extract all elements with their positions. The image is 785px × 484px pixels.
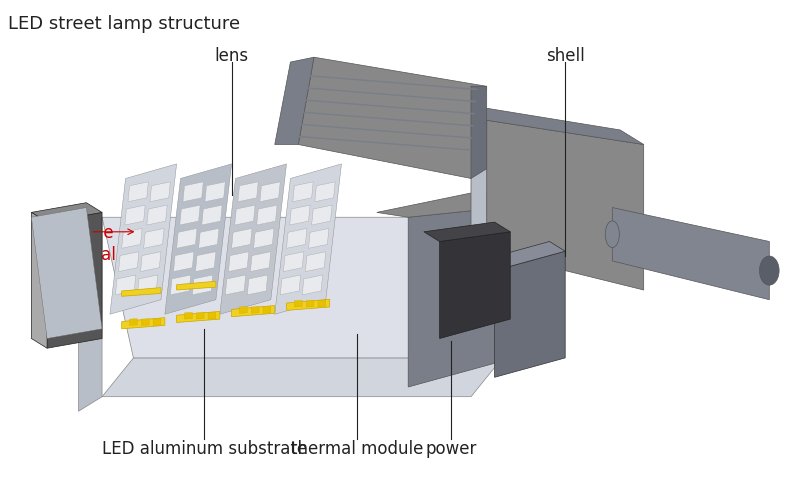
Polygon shape: [293, 182, 313, 202]
Polygon shape: [287, 300, 330, 311]
Polygon shape: [312, 206, 332, 226]
Polygon shape: [424, 223, 510, 242]
Polygon shape: [173, 252, 194, 272]
Polygon shape: [228, 252, 249, 272]
Polygon shape: [153, 319, 161, 326]
Polygon shape: [232, 306, 275, 317]
Polygon shape: [205, 182, 225, 202]
Polygon shape: [125, 206, 145, 226]
Polygon shape: [119, 252, 139, 272]
Polygon shape: [377, 184, 550, 218]
Polygon shape: [115, 275, 136, 295]
Polygon shape: [165, 165, 232, 315]
Ellipse shape: [759, 257, 779, 286]
Polygon shape: [306, 301, 314, 307]
Polygon shape: [298, 136, 471, 151]
Polygon shape: [305, 100, 474, 115]
Polygon shape: [298, 58, 487, 179]
Polygon shape: [102, 218, 502, 358]
Polygon shape: [303, 112, 473, 127]
Polygon shape: [302, 275, 323, 295]
Text: lens: lens: [214, 46, 249, 65]
Polygon shape: [110, 165, 177, 315]
Polygon shape: [301, 124, 472, 139]
Polygon shape: [31, 213, 47, 348]
Polygon shape: [202, 206, 222, 226]
Polygon shape: [275, 165, 341, 315]
Polygon shape: [305, 252, 326, 272]
Polygon shape: [294, 301, 302, 307]
Polygon shape: [208, 313, 216, 319]
Polygon shape: [309, 229, 329, 249]
Text: thermal module: thermal module: [291, 439, 423, 457]
Polygon shape: [260, 182, 280, 202]
Text: LED street lamp structure: LED street lamp structure: [8, 15, 240, 32]
Polygon shape: [257, 206, 277, 226]
Polygon shape: [192, 275, 213, 295]
Polygon shape: [471, 106, 487, 252]
Polygon shape: [170, 275, 191, 295]
Polygon shape: [225, 275, 246, 295]
Polygon shape: [122, 318, 165, 329]
Polygon shape: [254, 229, 274, 249]
Polygon shape: [290, 206, 310, 226]
Polygon shape: [141, 319, 149, 326]
Text: pad: pad: [51, 267, 82, 285]
Polygon shape: [471, 87, 487, 179]
Polygon shape: [141, 252, 161, 272]
Polygon shape: [183, 182, 203, 202]
Polygon shape: [128, 182, 148, 202]
Polygon shape: [195, 252, 216, 272]
Polygon shape: [102, 358, 502, 397]
Polygon shape: [78, 218, 102, 411]
Polygon shape: [250, 252, 271, 272]
Polygon shape: [263, 307, 271, 314]
Polygon shape: [287, 229, 307, 249]
Polygon shape: [122, 229, 142, 249]
Text: silicone: silicone: [51, 223, 114, 242]
Polygon shape: [196, 313, 204, 319]
Polygon shape: [495, 252, 565, 378]
Polygon shape: [251, 307, 259, 314]
Polygon shape: [31, 203, 102, 223]
Polygon shape: [130, 319, 137, 326]
Polygon shape: [147, 206, 167, 226]
Ellipse shape: [605, 222, 619, 248]
Text: shell: shell: [546, 46, 585, 65]
Polygon shape: [47, 213, 102, 348]
Text: power: power: [425, 439, 477, 457]
Polygon shape: [220, 165, 287, 315]
Polygon shape: [232, 229, 252, 249]
Polygon shape: [177, 282, 216, 290]
Polygon shape: [177, 229, 197, 249]
Polygon shape: [318, 301, 326, 307]
Polygon shape: [150, 182, 170, 202]
Polygon shape: [238, 182, 258, 202]
Polygon shape: [487, 121, 644, 290]
Text: thermal: thermal: [51, 245, 116, 263]
Polygon shape: [280, 275, 301, 295]
Polygon shape: [177, 312, 220, 323]
Text: LED aluminum substrate: LED aluminum substrate: [101, 439, 307, 457]
Polygon shape: [471, 106, 644, 145]
Polygon shape: [247, 275, 268, 295]
Polygon shape: [239, 307, 247, 314]
Polygon shape: [310, 76, 476, 91]
Polygon shape: [235, 206, 255, 226]
Polygon shape: [283, 252, 304, 272]
Polygon shape: [408, 203, 550, 387]
Polygon shape: [180, 206, 200, 226]
Polygon shape: [31, 208, 102, 339]
Polygon shape: [199, 229, 219, 249]
Polygon shape: [122, 288, 161, 297]
Polygon shape: [144, 229, 164, 249]
Polygon shape: [479, 242, 565, 271]
Polygon shape: [612, 208, 769, 300]
Polygon shape: [440, 232, 510, 339]
Polygon shape: [308, 88, 476, 103]
Polygon shape: [315, 182, 335, 202]
Polygon shape: [275, 58, 314, 145]
Polygon shape: [184, 313, 192, 319]
Polygon shape: [137, 275, 158, 295]
